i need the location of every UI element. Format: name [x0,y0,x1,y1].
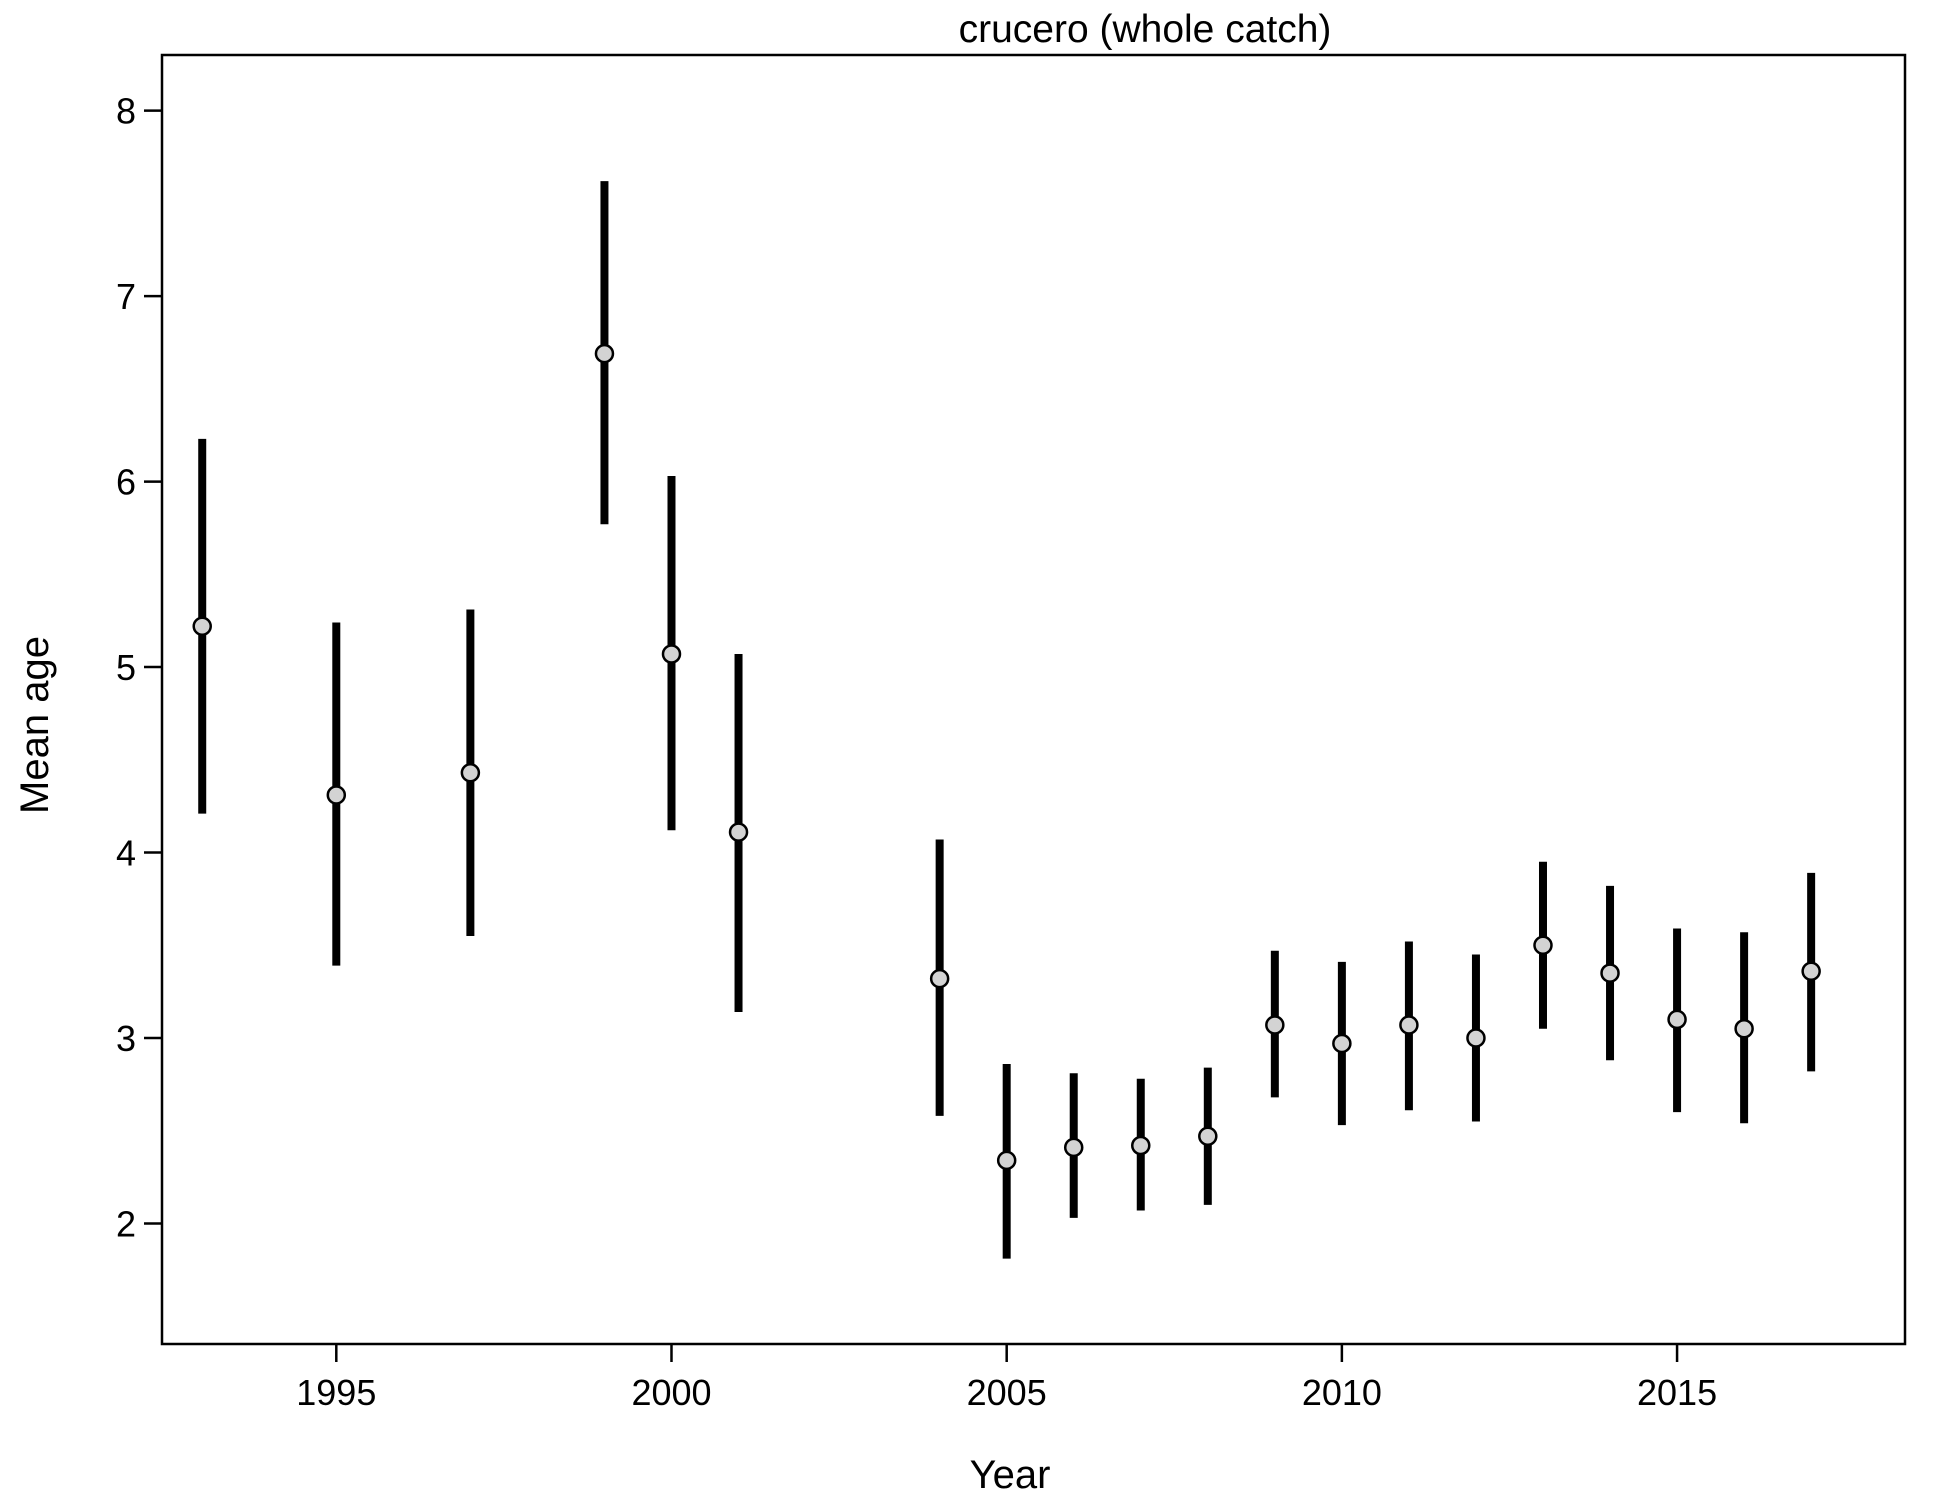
y-tick-label: 7 [116,276,136,317]
y-tick-label: 8 [116,91,136,132]
data-point [929,968,950,989]
data-point [1198,1126,1218,1147]
y-tick-label: 4 [116,833,136,874]
data-point [996,1150,1017,1171]
data-point [460,763,481,783]
data-point [192,616,212,636]
y-tick-label: 3 [116,1018,136,1059]
y-tick-label: 6 [116,462,136,503]
x-tick-label: 1995 [296,1372,376,1413]
data-point [326,785,347,805]
data-point [1466,1028,1486,1048]
data-point [1265,1015,1285,1035]
x-tick-label: 2015 [1637,1372,1717,1413]
chart-title: crucero (whole catch) [959,8,1332,51]
x-axis: 1995 2000 2005 2010 2015 [296,1344,1717,1413]
data-point [1533,935,1553,955]
data-point [1801,961,1821,981]
y-axis: 2 3 4 5 6 7 8 [116,91,162,1244]
data-point [728,822,749,842]
data-point [1667,1009,1687,1030]
y-axis-label: Mean age [13,636,57,814]
data-point [1131,1135,1151,1156]
data-point [661,644,682,664]
data-point [1600,963,1620,983]
x-tick-label: 2000 [631,1372,711,1413]
data-marks [192,181,1821,1259]
data-point [1734,1018,1754,1039]
plot-frame [160,53,1907,1346]
y-tick-label: 2 [116,1203,136,1244]
data-point [1399,1015,1419,1035]
x-tick-label: 2010 [1302,1372,1382,1413]
data-point [594,343,615,364]
x-tick-label: 2005 [967,1372,1047,1413]
x-axis-label: Year [970,1453,1051,1497]
data-point [1063,1137,1084,1158]
y-tick-label: 5 [116,647,136,688]
data-point [1332,1033,1352,1054]
